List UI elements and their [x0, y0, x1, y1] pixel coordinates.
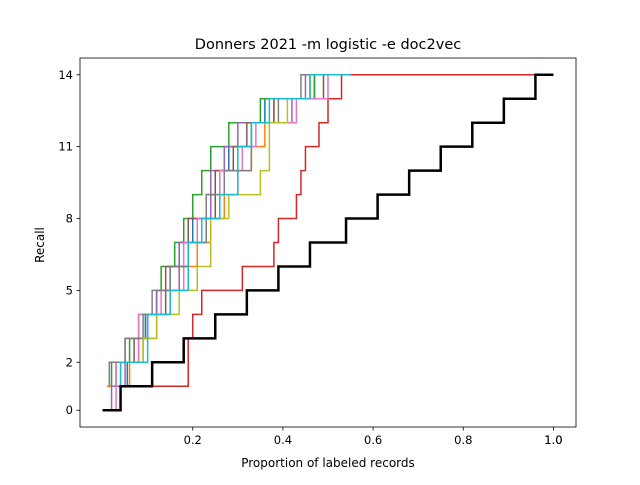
x-tick-label-duplicate: 1.0 [544, 433, 562, 447]
chart-title: Donners 2021 -m logistic -e doc2vec [195, 37, 461, 53]
x-tick-label: 0.2 [184, 433, 202, 447]
series-line-4 [125, 74, 540, 388]
y-tick-label: 14 [58, 68, 73, 82]
x-tick-label: 0.4 [274, 433, 292, 447]
y-tick-label: 11 [58, 140, 73, 154]
series-line-10 [111, 74, 351, 411]
series-layer [102, 73, 554, 412]
y-axis-label: Recall [33, 227, 47, 263]
x-axis-label: Proportion of labeled records [241, 456, 415, 470]
y-tick-label: 5 [66, 283, 73, 297]
x-tick-label: 1.0 [544, 433, 562, 447]
y-tick-label: 2 [66, 355, 73, 369]
series-line-11 [102, 73, 554, 412]
x-tick-label: 0.6 [364, 433, 382, 447]
plot-frame [79, 57, 577, 428]
y-tick-label: 8 [66, 212, 73, 226]
x-tick-label: 0.8 [454, 433, 472, 447]
y-tick-label: 0 [66, 403, 73, 417]
